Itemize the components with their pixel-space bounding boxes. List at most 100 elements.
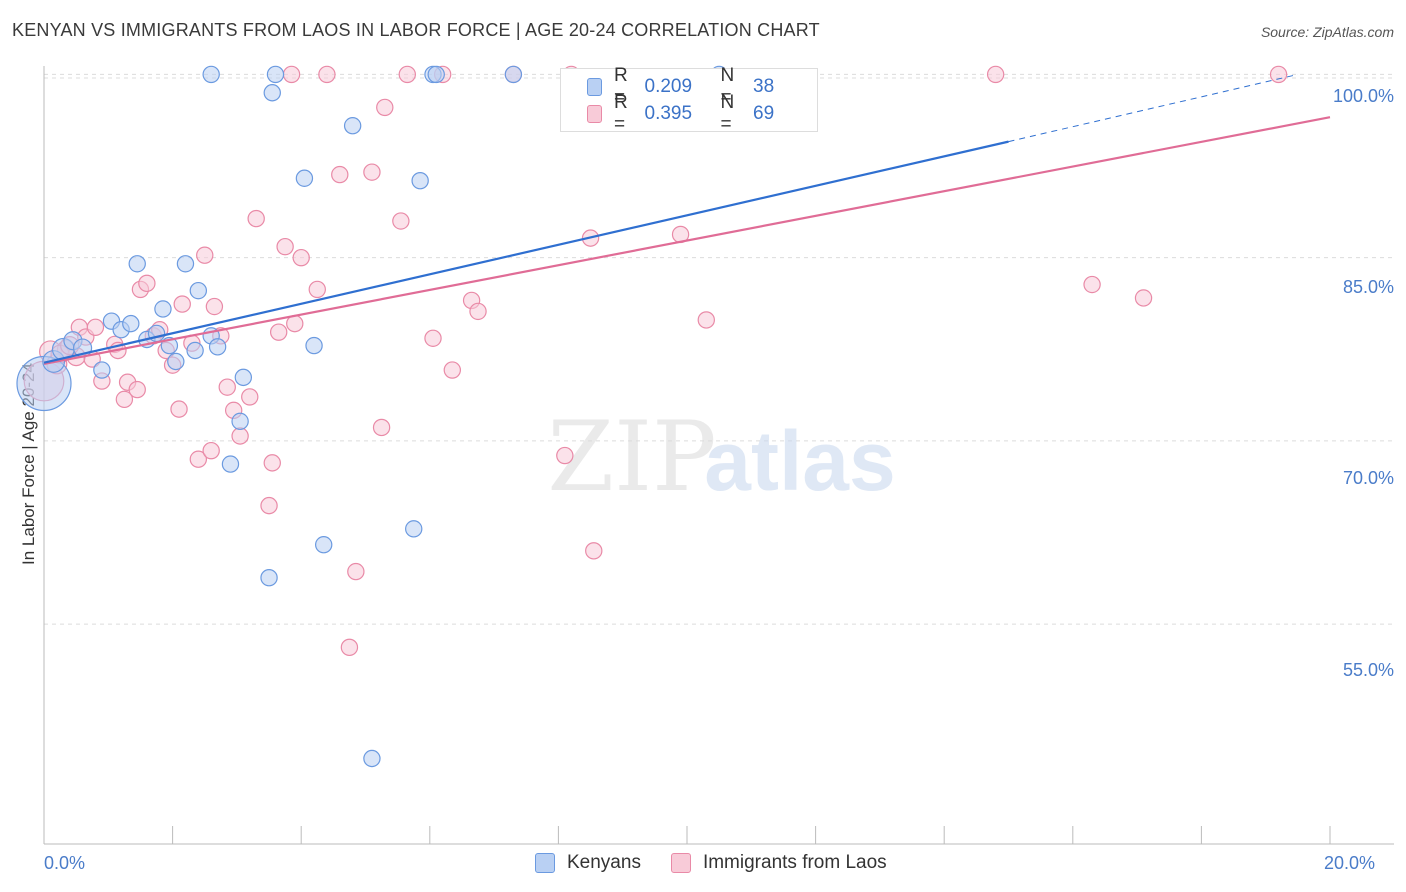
kenyan-point-15	[176, 255, 195, 273]
r-label: R =	[614, 65, 628, 108]
laos-point-14	[128, 380, 146, 399]
legend-label-kenyans: Kenyans	[567, 852, 641, 873]
laos-point-33	[247, 209, 265, 228]
grid-lines	[44, 73, 1394, 625]
kenyan-point-36	[504, 65, 523, 84]
kenyan-point-12	[154, 300, 172, 318]
laos-point-46	[363, 163, 381, 181]
y-tick-label-100: 100.0%	[1332, 86, 1394, 106]
laos-point-50	[398, 65, 416, 84]
kenyan-point-19	[208, 338, 227, 356]
laos-point-45	[347, 562, 365, 581]
kenyan-point-34	[202, 65, 220, 84]
laos-point-32	[241, 388, 259, 406]
laos-point-44	[340, 638, 359, 657]
legend-item-kenyans[interactable]: Kenyans	[535, 852, 641, 874]
kenyan-point-16	[189, 281, 208, 300]
laos-point-66	[1269, 65, 1288, 84]
x-tick-label-max: 20.0%	[1324, 853, 1376, 873]
kenyan-point-30	[363, 749, 381, 768]
n-label: N =	[720, 65, 735, 108]
kenyan-point-29	[343, 117, 362, 135]
laos-point-16	[138, 274, 156, 293]
r-value: 0.209	[644, 76, 693, 97]
laos-legend-swatch	[670, 853, 691, 873]
laos-point-57	[556, 446, 574, 465]
laos-point-35	[263, 454, 281, 472]
kenyan-point-20	[221, 455, 240, 473]
y-tick-label-85: 85.0%	[1342, 277, 1394, 297]
kenyan-point-35	[427, 65, 445, 84]
kenyan-point-24	[263, 84, 281, 102]
axes	[43, 66, 1394, 845]
laos-point-53	[443, 361, 462, 379]
laos-point-41	[308, 280, 326, 299]
laos-point-40	[292, 248, 310, 267]
kenyan-point-26	[295, 169, 314, 187]
laos-point-37	[276, 237, 294, 256]
series-legend: Kenyans Immigrants from Laos	[535, 852, 917, 874]
y-tick-label-55: 55.0%	[1342, 660, 1394, 680]
trend-line-laos	[43, 116, 1331, 366]
n-label: N =	[720, 92, 735, 135]
laos-point-62	[697, 311, 715, 329]
stats-legend-row-laos: R = 0.395 N = 69	[587, 92, 817, 135]
kenyan-point-25	[266, 65, 285, 84]
laos-point-8	[86, 318, 105, 336]
source-label: Source: ZipAtlas.com	[1260, 24, 1394, 40]
legend-label-laos: Immigrants from Laos	[702, 852, 887, 873]
kenyan-point-23	[260, 569, 278, 587]
kenyan-point-28	[315, 536, 333, 554]
r-value: 0.395	[644, 103, 693, 124]
r-label: R =	[614, 92, 628, 135]
trend-line-kenyans-extension	[1008, 73, 1298, 143]
laos-point-22	[173, 295, 191, 313]
laos-point-27	[205, 297, 224, 316]
kenyan-point-9	[128, 255, 146, 273]
laos-point-31	[231, 427, 249, 445]
laos-point-48	[376, 98, 394, 117]
kenyan-point-27	[305, 336, 323, 355]
laos-point-42	[318, 65, 336, 84]
laos-point-21	[170, 400, 188, 418]
kenyan-point-31	[405, 520, 423, 538]
laos-point-38	[282, 65, 301, 84]
laos-point-51	[424, 329, 442, 347]
stats-legend-row-kenyans: R = 0.209 N = 38	[587, 65, 817, 108]
laos-point-12	[115, 390, 134, 409]
laos-point-29	[218, 378, 236, 396]
trend-lines	[43, 73, 1331, 366]
laos-point-34	[260, 496, 278, 515]
kenyans-swatch	[587, 78, 603, 96]
laos-point-49	[392, 212, 410, 230]
laos-point-63	[986, 65, 1005, 84]
laos-swatch	[587, 105, 603, 123]
kenyan-point-21	[231, 412, 249, 431]
watermark: ZIP atlas	[547, 401, 895, 513]
watermark-atlas: atlas	[704, 414, 895, 508]
laos-point-26	[202, 441, 220, 460]
kenyan-point-32	[411, 172, 429, 190]
kenyan-point-22	[234, 368, 253, 387]
laos-point-25	[196, 246, 214, 264]
kenyan-point-14	[167, 352, 185, 371]
laos-point-43	[331, 165, 349, 184]
laos-point-47	[372, 418, 391, 437]
legend-item-laos[interactable]: Immigrants from Laos	[670, 852, 887, 874]
stats-legend: R = 0.209 N = 38 R = 0.395 N = 69	[560, 65, 818, 135]
chart-title: KENYAN VS IMMIGRANTS FROM LAOS IN LABOR …	[12, 20, 820, 40]
kenyans-legend-swatch	[535, 853, 555, 873]
n-value: 69	[753, 103, 775, 124]
n-value: 38	[753, 76, 775, 97]
laos-point-60	[585, 542, 603, 560]
series-immigrants-from-laos	[23, 65, 1288, 657]
kenyan-point-8	[122, 314, 140, 333]
kenyan-point-17	[186, 341, 204, 360]
laos-point-64	[1083, 275, 1101, 294]
x-tick-label-min: 0.0%	[44, 853, 86, 873]
laos-point-65	[1134, 289, 1153, 307]
y-tick-label-70: 70.0%	[1342, 468, 1394, 488]
kenyan-point-5	[93, 361, 111, 379]
series-kenyans	[16, 65, 728, 768]
